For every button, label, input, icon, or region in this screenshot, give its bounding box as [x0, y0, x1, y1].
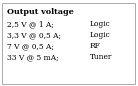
- Text: 33 V @ 5 mA;: 33 V @ 5 mA;: [7, 53, 59, 61]
- Text: 2,5 V @ 1 A;: 2,5 V @ 1 A;: [7, 20, 54, 28]
- Text: 7 V @ 0,5 A;: 7 V @ 0,5 A;: [7, 42, 54, 50]
- Text: RF: RF: [90, 42, 101, 50]
- Text: Tuner: Tuner: [90, 53, 112, 61]
- Text: Logic: Logic: [90, 20, 111, 28]
- Text: Logic: Logic: [90, 31, 111, 39]
- FancyBboxPatch shape: [2, 3, 135, 84]
- Text: Output voltage: Output voltage: [7, 8, 74, 16]
- Text: 3,3 V @ 0,5 A;: 3,3 V @ 0,5 A;: [7, 31, 61, 39]
